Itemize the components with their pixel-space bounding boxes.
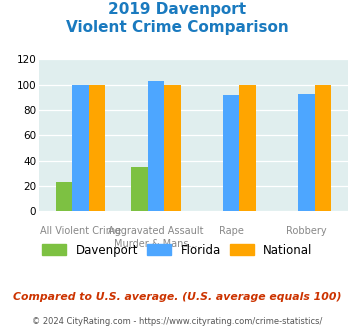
Text: Violent Crime Comparison: Violent Crime Comparison (66, 20, 289, 35)
Bar (223, 95, 239, 211)
Bar (72, 85, 89, 211)
Bar (131, 167, 148, 211)
Bar (89, 85, 105, 211)
Text: Robbery: Robbery (286, 226, 327, 236)
Text: All Violent Crime: All Violent Crime (40, 226, 121, 236)
Text: Aggravated Assault: Aggravated Assault (108, 226, 203, 236)
Bar (298, 94, 315, 211)
Bar (315, 85, 331, 211)
Text: Murder & Mans...: Murder & Mans... (114, 239, 198, 249)
Text: Rape: Rape (219, 226, 244, 236)
Legend: Davenport, Florida, National: Davenport, Florida, National (38, 239, 317, 261)
Bar (239, 85, 256, 211)
Text: © 2024 CityRating.com - https://www.cityrating.com/crime-statistics/: © 2024 CityRating.com - https://www.city… (32, 317, 323, 326)
Bar (148, 81, 164, 211)
Text: Compared to U.S. average. (U.S. average equals 100): Compared to U.S. average. (U.S. average … (13, 292, 342, 302)
Text: 2019 Davenport: 2019 Davenport (108, 2, 247, 16)
Bar (164, 85, 181, 211)
Bar (56, 182, 72, 211)
